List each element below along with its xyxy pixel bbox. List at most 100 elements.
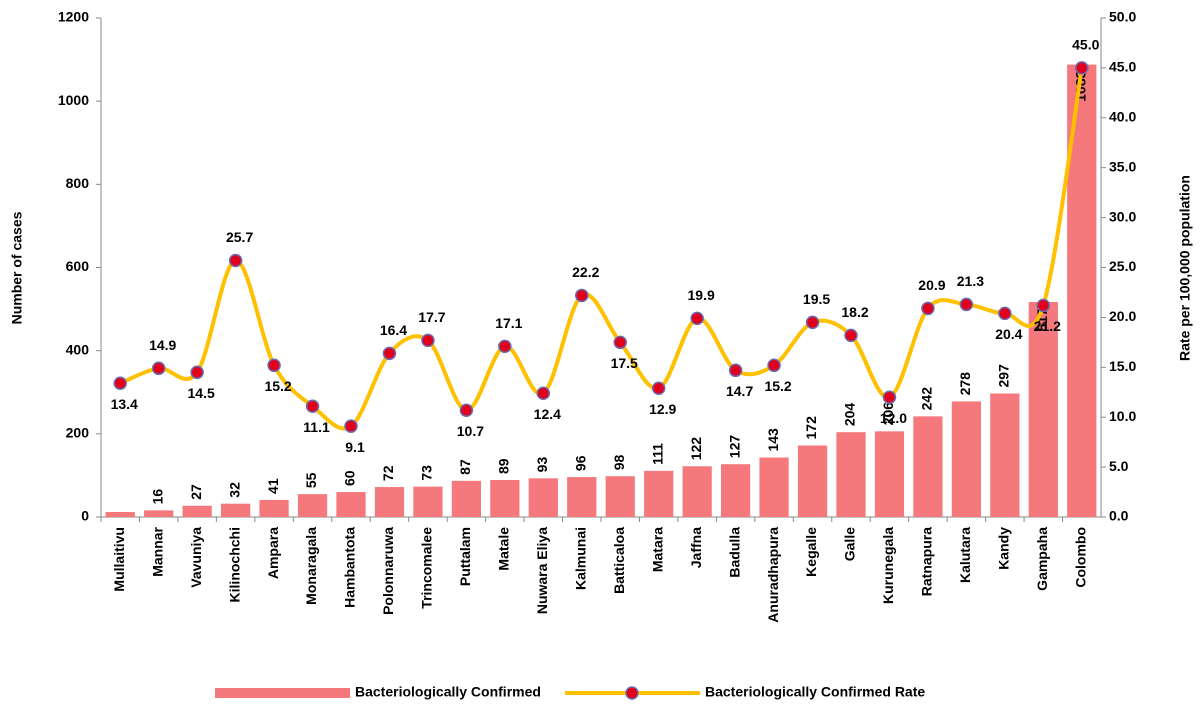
y-tick-label: 0: [81, 508, 89, 524]
y2-tick-label: 50.0: [1109, 9, 1136, 25]
rate-marker: [844, 328, 858, 343]
bar: [144, 510, 174, 517]
rate-marker: [1075, 61, 1089, 75]
x-tick-label: Vavuniya: [188, 527, 204, 588]
y2-tick-label: 45.0: [1109, 59, 1136, 75]
x-tick-label: Kurunegala: [880, 527, 896, 604]
bar-value-label: 96: [572, 455, 588, 471]
rate-marker: [805, 315, 820, 330]
bar: [605, 476, 635, 517]
bar: [490, 479, 520, 517]
bar: [451, 480, 481, 517]
x-tick-label: Colombo: [1072, 527, 1088, 588]
rate-marker: [344, 419, 358, 433]
x-tick-label: Kegalle: [803, 527, 819, 577]
bar-value-label: 111: [649, 443, 665, 465]
rate-value-label: 14.5: [188, 385, 215, 401]
y2-tick-label: 20.0: [1109, 308, 1136, 324]
rate-value-label: 22.2: [572, 264, 599, 280]
bar-value-label: 27: [188, 484, 204, 500]
rate-marker: [613, 335, 627, 350]
y2-tick-label: 10.0: [1109, 408, 1136, 424]
rate-value-label: 15.2: [264, 378, 291, 394]
x-tick-label: Anuradhapura: [765, 527, 781, 623]
y-tick-label: 1200: [58, 9, 89, 25]
legend-label: Bacteriologically Confirmed Rate: [705, 684, 925, 700]
rate-value-label: 12.0: [880, 410, 907, 426]
rate-line: [119, 67, 1084, 431]
rate-marker: [305, 399, 320, 413]
rate-marker: [1036, 298, 1051, 313]
rate-value-label: 13.4: [111, 396, 138, 412]
y-tick-label: 200: [66, 425, 90, 441]
bar-value-label: 60: [342, 470, 358, 486]
bar-value-label: 93: [534, 457, 550, 473]
bar-value-label: 98: [611, 454, 627, 470]
bar: [105, 512, 135, 517]
rate-marker: [382, 346, 397, 361]
bar: [759, 457, 789, 517]
x-tick-label: Kandy: [996, 527, 1012, 570]
x-tick-label: Gampaha: [1034, 527, 1050, 591]
x-tick-label: Batticaloa: [611, 527, 627, 594]
bar: [221, 503, 251, 517]
bar-value-label: 72: [380, 465, 396, 481]
y2-tick-label: 25.0: [1109, 258, 1136, 274]
rate-value-label: 15.2: [764, 378, 791, 394]
y2-tick-label: 15.0: [1109, 358, 1136, 374]
rate-marker: [459, 403, 474, 417]
bar-value-label: 87: [457, 459, 473, 475]
bar: [259, 499, 289, 517]
x-tick-label: Matara: [649, 527, 665, 572]
rate-value-label: 12.4: [534, 406, 561, 422]
x-tick-label: Ampara: [265, 527, 281, 579]
x-tick-label: Badulla: [726, 527, 742, 578]
rate-marker: [151, 361, 166, 376]
bar-value-label: 297: [996, 364, 1012, 388]
rate-value-label: 11.1: [303, 419, 330, 435]
bar-value-label: 41: [265, 478, 281, 494]
y2-tick-label: 40.0: [1109, 109, 1136, 125]
y-tick-label: 600: [66, 258, 90, 274]
rate-marker: [921, 301, 935, 316]
rate-marker: [228, 253, 243, 268]
y-tick-label: 1000: [58, 92, 89, 108]
bar: [528, 478, 558, 517]
rate-value-label: 19.9: [688, 287, 715, 303]
legend-swatch: [215, 688, 350, 698]
rate-marker: [536, 386, 551, 400]
rate-marker: [575, 288, 589, 303]
rate-marker: [690, 311, 704, 326]
x-tick-label: Mullaitivu: [111, 527, 127, 592]
rate-marker: [882, 390, 897, 404]
bar: [874, 431, 905, 517]
bar: [797, 445, 828, 517]
y2-tick-label: 35.0: [1109, 158, 1136, 174]
x-tick-label: Hambantota: [342, 527, 358, 608]
bar: [336, 492, 366, 517]
rate-value-label: 21.2: [1034, 318, 1061, 334]
bar: [836, 432, 866, 517]
rate-value-label: 16.4: [380, 322, 407, 338]
rate-value-label: 12.9: [649, 401, 676, 417]
rate-value-label: 17.1: [495, 315, 522, 331]
rate-marker: [421, 333, 435, 348]
x-tick-label: Nuwara Eliya: [534, 527, 550, 614]
rate-value-label: 21.3: [957, 273, 984, 289]
bar-value-label: 517: [1034, 308, 1050, 332]
x-tick-label: Puttalam: [457, 527, 473, 586]
x-tick-label: Kalmunai: [572, 527, 588, 590]
bar-value-label: 204: [842, 403, 858, 427]
bar-value-label: 32: [226, 482, 242, 498]
rate-value-label: 14.9: [149, 337, 176, 353]
rate-value-label: 25.7: [226, 229, 253, 245]
bar-value-label: 242: [919, 387, 935, 411]
bar: [374, 487, 405, 517]
rate-marker: [498, 339, 512, 354]
rate-marker: [959, 297, 974, 312]
rate-marker: [651, 381, 666, 396]
bar: [1028, 302, 1058, 517]
x-tick-label: Mannar: [149, 526, 165, 576]
rate-marker: [767, 358, 781, 373]
